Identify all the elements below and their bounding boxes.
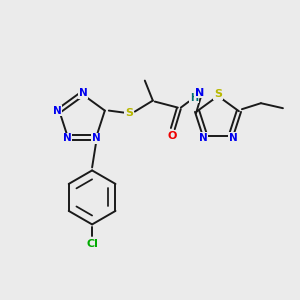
Text: N: N — [229, 133, 237, 143]
Text: N: N — [79, 88, 87, 98]
Text: N: N — [62, 134, 71, 143]
Text: S: S — [125, 108, 133, 118]
Text: O: O — [167, 130, 176, 141]
Text: S: S — [214, 89, 222, 99]
Text: N: N — [199, 133, 207, 143]
Text: H: H — [190, 93, 198, 103]
Text: N: N — [53, 106, 62, 116]
Text: N: N — [92, 134, 100, 143]
Text: Cl: Cl — [86, 239, 98, 249]
Text: N: N — [195, 88, 205, 98]
